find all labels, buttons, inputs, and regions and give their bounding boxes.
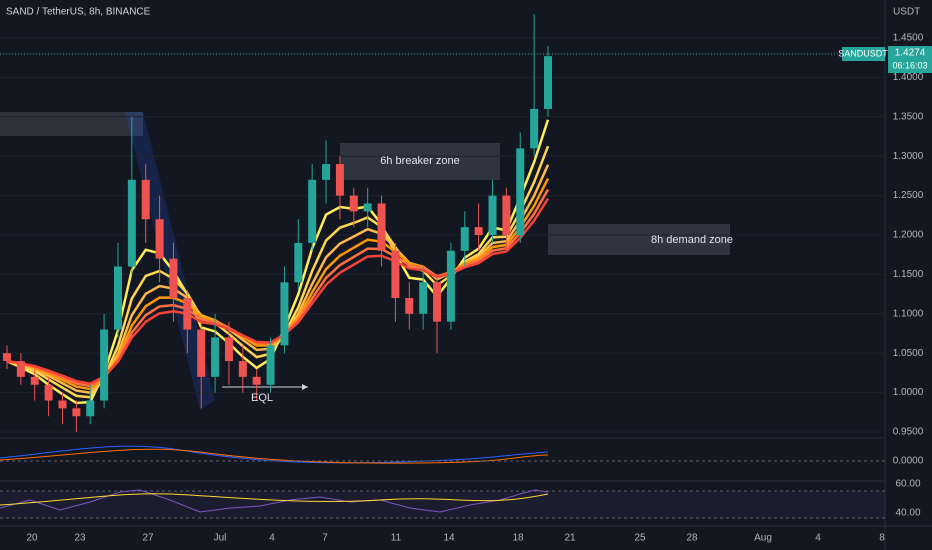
candle-body [224, 337, 233, 362]
candle-body [155, 219, 164, 259]
x-tick-label: 28 [686, 533, 698, 544]
candle-body [169, 258, 178, 299]
rsi-line [0, 489, 549, 513]
y-tick-label: 1.3000 [893, 151, 924, 162]
candle-body [280, 282, 289, 346]
candle-body [377, 203, 386, 251]
x-tick-label: 11 [391, 533, 402, 544]
annotation: 6h breaker zone [380, 155, 460, 167]
y-tick-label: 1.2000 [893, 230, 924, 241]
x-tick-label: 21 [564, 533, 576, 544]
y-tick-label: 1.0000 [893, 387, 924, 398]
candle-body [30, 376, 39, 385]
candle-body [16, 361, 25, 377]
zone [340, 143, 500, 180]
candle-body [72, 408, 81, 417]
candle-body [488, 195, 497, 235]
candle-body [419, 282, 428, 314]
candle-body [460, 227, 469, 251]
candle-body [86, 400, 95, 417]
x-tick-label: 25 [634, 533, 646, 544]
currency: USDT [893, 7, 920, 18]
candle-body [530, 108, 539, 149]
candle-body [405, 298, 414, 314]
candle-body [474, 227, 483, 235]
y-tick-label: 1.4000 [893, 72, 924, 83]
candle-body [3, 353, 11, 362]
y-tick-label: 0.9500 [893, 427, 924, 438]
candle-body [433, 282, 442, 322]
candle-body [502, 195, 511, 235]
candle-body [183, 298, 192, 330]
candle-body [141, 179, 150, 220]
ema-ribbon [6, 197, 550, 385]
candle-body [446, 250, 455, 322]
annotation: EQL [251, 392, 273, 404]
candle-body [211, 337, 220, 377]
x-tick-label: Jul [214, 533, 227, 544]
x-tick-label: 14 [443, 533, 455, 544]
rsi-label: 40.00 [895, 508, 920, 519]
x-tick-label: 4 [269, 533, 275, 544]
macd-label: 0.0000 [893, 456, 924, 467]
x-tick-label: 27 [142, 533, 154, 544]
candle-body [252, 376, 261, 385]
x-tick-label: Aug [754, 533, 772, 544]
rsi-label: 60.00 [895, 479, 920, 490]
candle-body [294, 242, 303, 283]
x-tick-label: 7 [322, 533, 328, 544]
candle-body [58, 400, 67, 409]
candle-body [516, 148, 525, 235]
signal-line [0, 448, 549, 464]
candle-body [113, 266, 122, 330]
y-tick-label: 1.1500 [893, 269, 924, 280]
rsi-ma [0, 493, 549, 506]
candle-body [197, 329, 206, 377]
price-tag [888, 46, 932, 73]
candle-body [308, 179, 317, 243]
candle-body [544, 56, 552, 109]
price-tag-text: 1.4274 [895, 48, 926, 59]
candle-body [391, 250, 400, 299]
symbol-tag-text: SANDUSDT [838, 48, 888, 58]
y-tick-label: 1.1000 [893, 308, 924, 319]
x-tick-label: 18 [512, 533, 524, 544]
candle-body [363, 203, 372, 212]
y-tick-label: 1.2500 [893, 190, 924, 201]
countdown: 06:16:03 [892, 60, 927, 70]
rsi-fill [0, 491, 885, 518]
candle-body [127, 179, 136, 267]
y-tick-label: 1.0500 [893, 348, 924, 359]
x-tick-label: 23 [74, 533, 86, 544]
zone [548, 224, 730, 255]
annotation: 8h demand zone [651, 234, 733, 246]
x-tick-label: 8 [879, 533, 885, 544]
candle-body [322, 164, 331, 180]
macd-line [0, 445, 549, 464]
candle-body [266, 345, 275, 385]
arrow [302, 384, 308, 390]
zone [0, 112, 143, 136]
x-tick-label: 20 [26, 533, 38, 544]
candle-body [238, 361, 247, 377]
candle-body [100, 329, 109, 401]
symbol-tag [842, 47, 885, 61]
chart-title: SAND / TetherUS, 8h, BINANCE [6, 7, 151, 18]
y-tick-label: 1.3500 [893, 111, 924, 122]
y-tick-label: 1.4500 [893, 33, 924, 44]
candle-body [349, 195, 358, 212]
candle-body [335, 164, 344, 196]
candle-body [44, 384, 53, 401]
x-tick-label: 4 [815, 533, 821, 544]
